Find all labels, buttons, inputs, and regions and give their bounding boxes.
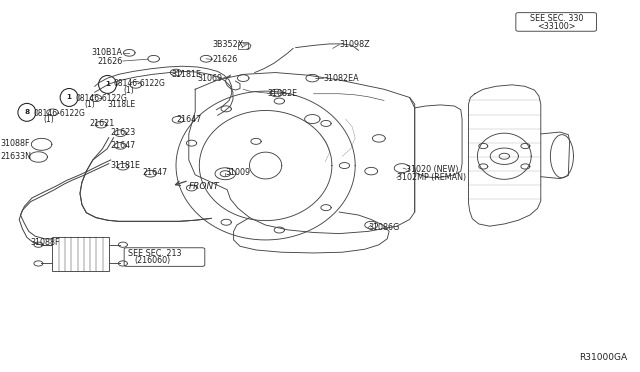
Text: 31088F: 31088F: [31, 238, 60, 247]
Text: 08146-6122G: 08146-6122G: [114, 79, 166, 88]
Text: 1: 1: [67, 94, 72, 100]
Text: 31069: 31069: [198, 74, 223, 83]
Text: 3102MP (REMAN): 3102MP (REMAN): [397, 173, 466, 182]
Text: 21647: 21647: [110, 141, 135, 150]
Text: 31181E: 31181E: [172, 70, 202, 79]
Text: 08146-6122G: 08146-6122G: [76, 94, 127, 103]
Text: 21647: 21647: [142, 169, 167, 177]
Text: 21621: 21621: [90, 119, 115, 128]
Text: 21647: 21647: [176, 115, 201, 124]
Text: SEE SEC. 213: SEE SEC. 213: [128, 249, 182, 258]
Text: 31082EA: 31082EA: [323, 74, 359, 83]
Text: 31098Z: 31098Z: [339, 40, 370, 49]
Text: 31082E: 31082E: [268, 89, 298, 98]
Text: SEE SEC. 330: SEE SEC. 330: [530, 14, 584, 23]
Text: R31000GA: R31000GA: [579, 353, 627, 362]
Text: 31009: 31009: [225, 169, 250, 177]
Text: 31086G: 31086G: [368, 223, 399, 232]
Text: 31020 (NEW): 31020 (NEW): [406, 165, 459, 174]
Text: <33100>: <33100>: [538, 22, 576, 31]
Text: 08146-6122G: 08146-6122G: [33, 109, 85, 118]
Text: 21626: 21626: [212, 55, 237, 64]
Text: 1: 1: [105, 81, 110, 87]
Text: 8: 8: [24, 109, 29, 115]
Text: (1): (1): [44, 115, 54, 124]
Text: FRONT: FRONT: [189, 182, 220, 191]
Text: 21633N: 21633N: [0, 153, 31, 161]
Bar: [52, 237, 109, 271]
Text: 21623: 21623: [110, 128, 135, 137]
Text: (216060): (216060): [134, 256, 171, 265]
Text: 310B1A: 310B1A: [92, 48, 123, 57]
Text: 3118LE: 3118LE: [108, 100, 136, 109]
Text: 21626: 21626: [98, 57, 123, 65]
Text: (1): (1): [84, 100, 95, 109]
Bar: [238, 42, 248, 49]
Text: (1): (1): [123, 86, 134, 94]
Text: 31088F: 31088F: [0, 139, 29, 148]
Text: 31181E: 31181E: [110, 161, 140, 170]
Text: 3B352X: 3B352X: [212, 40, 243, 49]
